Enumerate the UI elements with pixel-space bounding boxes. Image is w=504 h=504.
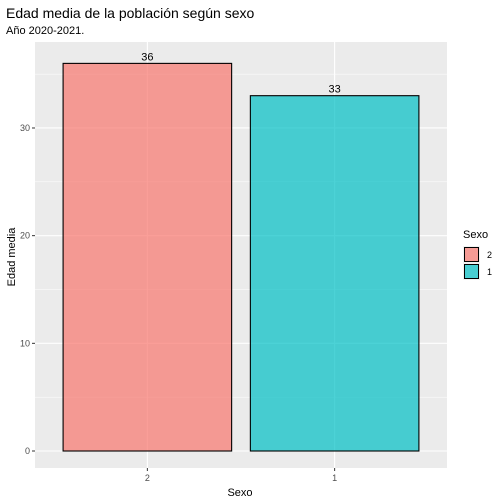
y-axis-title: Edad media bbox=[6, 227, 18, 287]
x-tick-label: 2 bbox=[145, 473, 150, 483]
x-tick-label: 1 bbox=[332, 473, 337, 483]
chart-subtitle: Año 2020-2021. bbox=[6, 25, 85, 37]
legend-swatch-1 bbox=[464, 264, 479, 279]
y-axis: 0 10 20 30 bbox=[20, 123, 35, 456]
legend-label-2: 2 bbox=[487, 250, 492, 260]
bars bbox=[62, 62, 420, 452]
chart-title: Edad media de la población según sexo bbox=[6, 5, 255, 21]
x-axis-title: Sexo bbox=[227, 487, 252, 499]
bar-1 bbox=[249, 95, 420, 452]
y-tick-label: 30 bbox=[20, 123, 30, 133]
data-label-2: 36 bbox=[141, 51, 153, 63]
bar-2 bbox=[62, 62, 233, 452]
data-labels: 36 33 bbox=[141, 51, 341, 95]
y-tick-label: 10 bbox=[20, 338, 30, 348]
legend-label-1: 1 bbox=[487, 267, 492, 277]
data-label-1: 33 bbox=[329, 84, 341, 96]
legend: Sexo 2 1 bbox=[463, 229, 492, 280]
legend-swatch-2 bbox=[464, 247, 479, 262]
y-tick-label: 0 bbox=[25, 446, 30, 456]
legend-title: Sexo bbox=[463, 229, 488, 241]
y-tick-label: 20 bbox=[20, 231, 30, 241]
